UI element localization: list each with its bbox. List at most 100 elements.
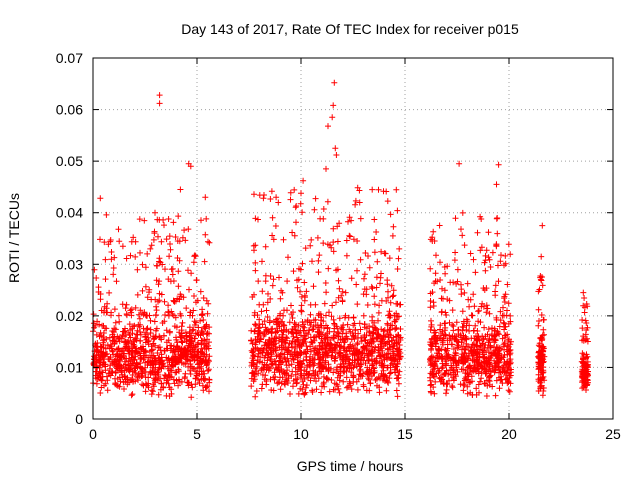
data-point [168,373,175,380]
data-point [282,355,288,362]
data-point [146,286,153,293]
data-point [307,377,314,384]
data-point [539,347,546,354]
data-point [96,321,103,328]
data-point [132,253,139,260]
data-point [381,377,388,384]
data-point [130,323,137,330]
data-point [449,341,456,348]
data-point [178,293,185,300]
data-point [394,207,401,214]
data-point [430,228,437,235]
data-point [474,358,481,365]
data-point [170,219,177,226]
data-point [174,238,181,244]
data-point [289,315,296,321]
data-point [329,302,336,309]
data-point [428,360,434,367]
data-point [480,285,487,292]
data-point [539,332,546,339]
data-point [437,326,443,333]
data-point [537,276,544,283]
data-point [322,357,329,364]
data-point [187,312,193,319]
data-point [354,356,361,363]
data-point [360,370,367,377]
data-point [481,324,488,331]
data-point [500,304,506,311]
data-point [535,306,542,313]
data-point [165,337,172,344]
data-point [472,342,478,349]
data-point [540,359,546,366]
data-point [330,102,337,109]
data-point [355,349,362,356]
data-point [189,327,196,334]
data-point [472,349,479,356]
data-point [205,238,211,245]
data-point [194,297,201,304]
data-point [354,267,360,274]
data-point [354,238,361,244]
data-point [580,289,587,296]
data-point [97,291,104,297]
x-tick-label: 25 [605,426,621,442]
data-point [445,351,452,358]
data-point [283,362,290,369]
data-point [395,380,402,387]
data-point [363,342,370,349]
data-point [276,367,283,374]
data-point [298,372,305,379]
data-point [464,355,471,362]
data-point [314,371,321,377]
data-point [442,320,449,327]
data-point [253,388,260,394]
data-point [158,291,165,298]
data-point [311,206,318,213]
data-point [110,329,117,336]
data-point [191,335,198,342]
data-point [194,361,201,368]
data-point [308,236,315,243]
data-point [478,375,485,382]
data-point [110,337,117,344]
data-point [115,345,122,352]
data-point [464,364,471,371]
data-point [354,301,361,308]
data-point [363,332,370,339]
data-point [330,239,337,246]
data-point [200,317,207,323]
data-point [185,267,191,274]
data-point [390,348,397,355]
data-point [325,265,332,272]
data-point [170,354,176,361]
data-point [251,353,258,360]
data-point [356,187,363,194]
data-point [178,323,185,330]
data-point [386,375,393,382]
data-point [503,312,510,319]
data-point [464,280,471,287]
data-point [459,209,466,216]
data-point [326,309,332,316]
data-point [175,283,182,290]
data-point [472,322,479,329]
data-point [267,356,273,362]
data-point [199,348,206,355]
data-point [100,339,107,346]
data-point [307,242,314,249]
data-point [452,249,459,256]
data-point [112,319,119,326]
data-point [330,316,337,323]
data-point [160,384,167,391]
data-point [463,335,470,342]
data-point [139,372,146,379]
data-point [134,361,141,368]
data-point [465,296,472,303]
data-point [181,374,188,380]
data-point [338,343,345,350]
data-point [133,331,140,338]
data-point [361,347,368,353]
data-point [166,233,173,240]
data-point [451,257,458,264]
